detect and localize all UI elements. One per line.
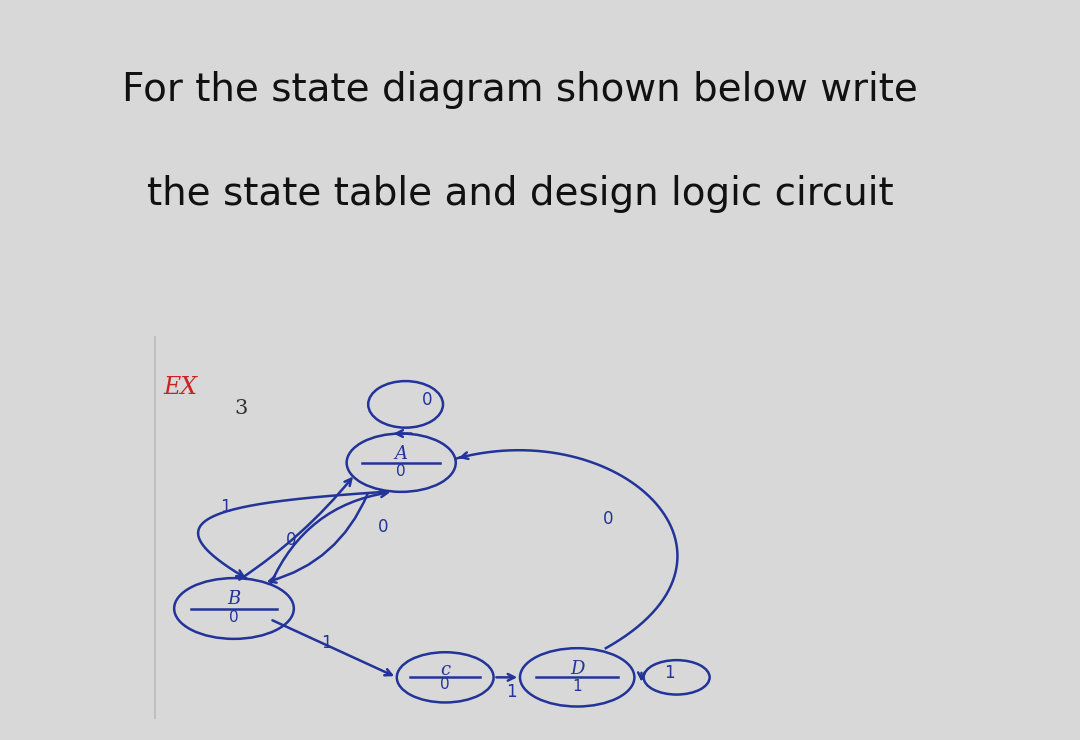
- Text: the state table and design logic circuit: the state table and design logic circuit: [147, 175, 893, 213]
- Text: 1: 1: [505, 682, 516, 701]
- Text: D: D: [570, 659, 584, 678]
- Text: 1: 1: [321, 634, 332, 652]
- Text: 1: 1: [220, 498, 230, 517]
- Text: EX: EX: [163, 376, 198, 400]
- Text: B: B: [228, 591, 241, 608]
- Text: 0: 0: [603, 511, 613, 528]
- Text: 1: 1: [664, 665, 675, 682]
- Text: 0: 0: [229, 610, 239, 625]
- Text: For the state diagram shown below write: For the state diagram shown below write: [122, 71, 918, 110]
- Text: 3: 3: [234, 399, 247, 417]
- Text: 0: 0: [422, 391, 433, 409]
- Text: 0: 0: [378, 519, 389, 536]
- Text: 0: 0: [441, 677, 450, 693]
- Text: 0: 0: [286, 531, 296, 548]
- Text: A: A: [394, 445, 408, 463]
- Text: 0: 0: [396, 464, 406, 479]
- Text: c: c: [441, 661, 450, 679]
- Text: 1: 1: [572, 679, 582, 693]
